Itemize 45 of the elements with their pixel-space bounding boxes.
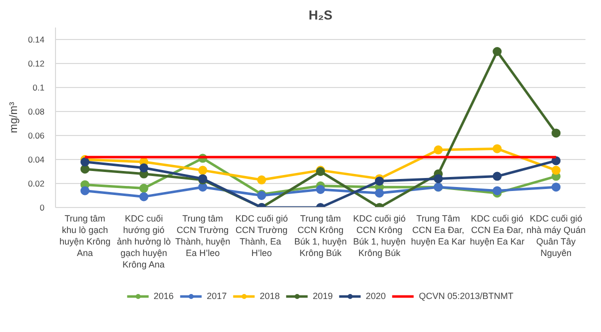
legend-label: 2016 xyxy=(154,291,174,301)
y-tick-label: 0.02 xyxy=(28,178,45,188)
x-tick-label: Trung tâm khu lò gạch huyện Krông Ana xyxy=(59,214,110,258)
point xyxy=(492,144,502,154)
y-tick-label: 0.06 xyxy=(28,130,45,140)
x-tick-label: KDC cuối gió CCN Ea Đar, huyện Ea Kar xyxy=(470,214,524,246)
point xyxy=(139,192,148,202)
x-tick-label: KDC cuối hướng gió ảnh hưởng lò gạch huyện Krông Ana xyxy=(116,214,171,270)
point xyxy=(492,47,502,56)
x-tick-label: KDC cuối gió nhà máy Quán Quân Tây Nguyên xyxy=(526,214,586,258)
point xyxy=(80,186,90,196)
point xyxy=(198,166,208,175)
point xyxy=(139,184,148,193)
y-tick-label: 0.04 xyxy=(28,154,45,164)
x-tick-label: Trung Tâm CCN Ea Đar, huyện Ea Kar xyxy=(411,214,466,246)
point xyxy=(80,157,90,166)
point xyxy=(374,176,384,186)
y-tick-label: 0.1 xyxy=(32,82,45,92)
y-tick-label: 0.14 xyxy=(28,34,45,44)
point xyxy=(552,128,561,138)
chart-title: H₂S xyxy=(308,8,333,22)
point xyxy=(80,164,90,174)
y-tick-label: 0.08 xyxy=(28,106,45,116)
legend-label: 2017 xyxy=(206,291,227,301)
y-axis-title: mg/m³ xyxy=(8,102,20,134)
point xyxy=(316,185,325,194)
point xyxy=(434,145,443,154)
point xyxy=(434,174,443,184)
point xyxy=(492,172,502,181)
legend-label: 2020 xyxy=(366,291,386,301)
y-tick-label: 0.12 xyxy=(28,58,45,68)
legend-label: QCVN 05:2013/BTNMT xyxy=(418,291,514,301)
point xyxy=(492,186,502,196)
point xyxy=(552,166,561,175)
x-tick-label: KDC cuối gió CCN Trường Thành, Ea H’leo xyxy=(235,214,288,258)
legend-label: 2018 xyxy=(260,291,280,301)
x-tick-label: KDC cuối gió CCN Krông Búk 1, huyện Krông Búk xyxy=(353,214,406,258)
point xyxy=(257,175,266,184)
point xyxy=(552,182,561,192)
point xyxy=(374,188,384,198)
legend-label: 2019 xyxy=(312,291,333,301)
y-tick-label: 0 xyxy=(40,202,45,212)
x-tick-label: Trung tâm CCN Trường Thành, huyện Ea H’leo xyxy=(175,214,230,258)
point xyxy=(139,163,148,172)
x-tick-label: Trung tâm CCN Krông Búk 1, huyện Krông Búk xyxy=(294,214,347,258)
